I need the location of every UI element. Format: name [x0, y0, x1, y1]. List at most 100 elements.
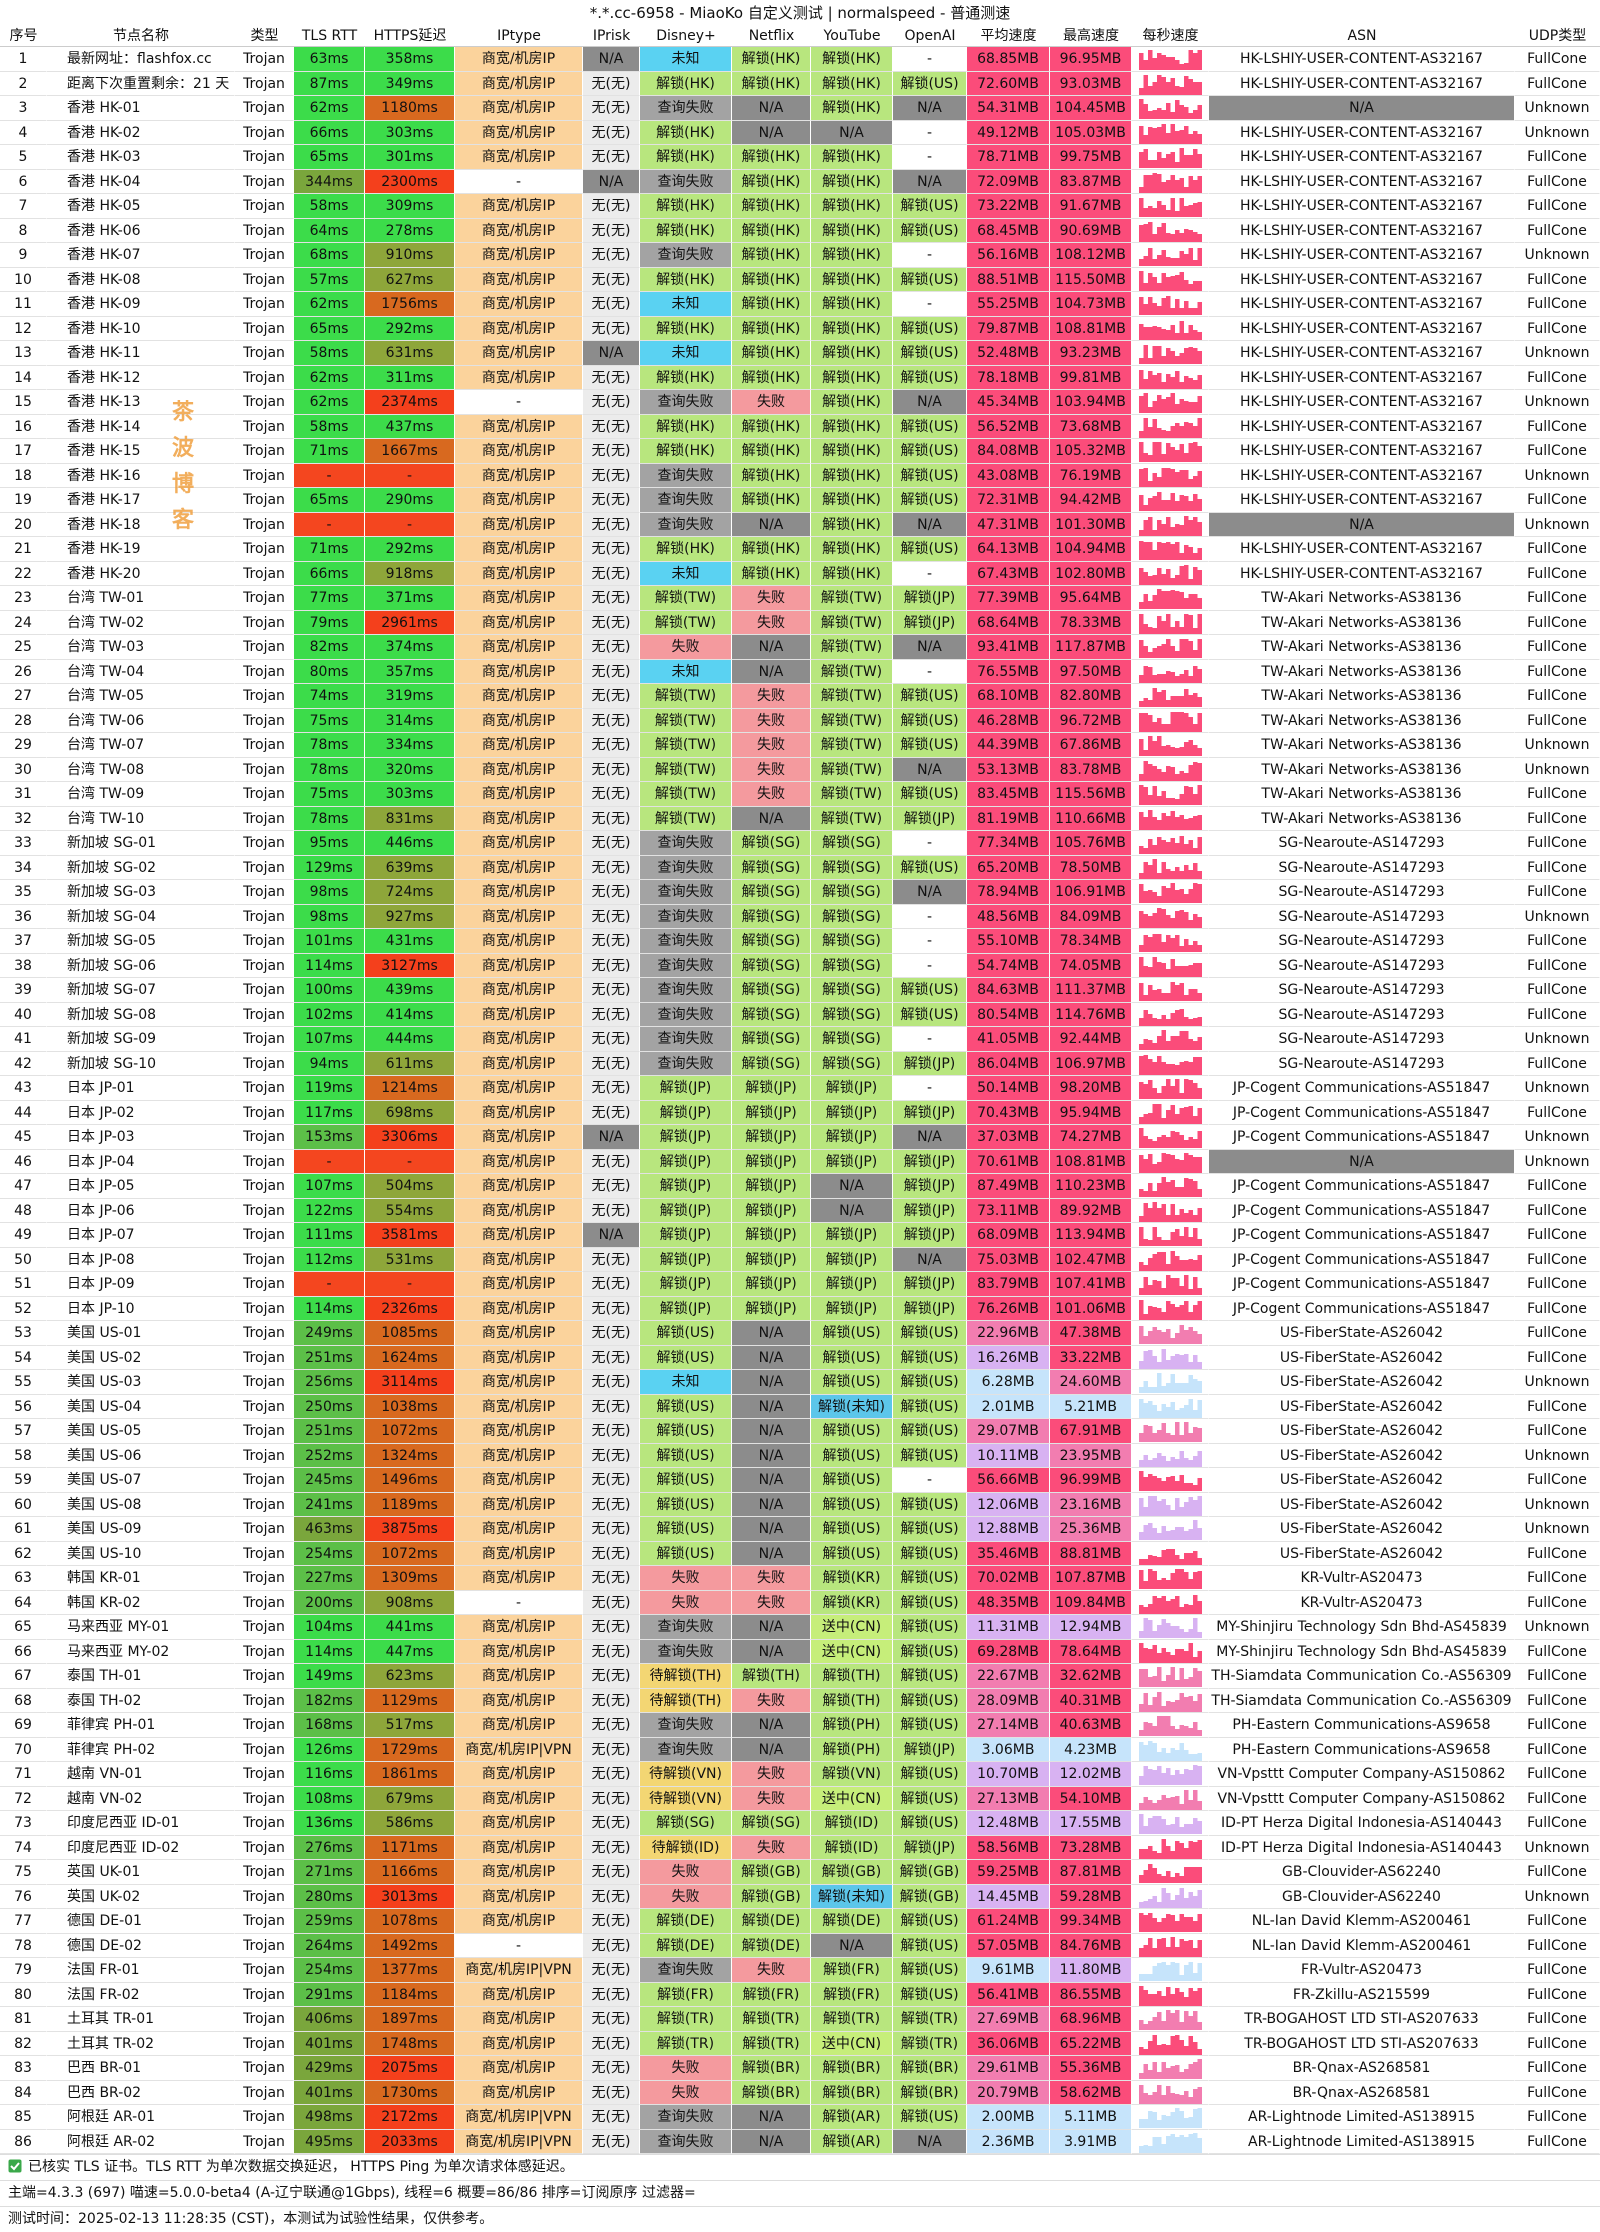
table-cell: N/A [732, 1443, 811, 1468]
table-cell: 114.76MB [1050, 1002, 1132, 1027]
table-cell: N/A [732, 1639, 811, 1664]
sparkline-bar [1161, 812, 1166, 830]
table-cell: 解锁(US) [893, 1517, 967, 1542]
table-cell: 韩国 KR-01 [47, 1566, 235, 1591]
table-cell: 解锁(HK) [811, 71, 893, 96]
table-cell: 无(无) [583, 1517, 640, 1542]
sparkline-bar [1143, 1826, 1148, 1834]
table-cell: 93.23MB [1050, 341, 1132, 366]
sparkline-bar [1152, 2017, 1157, 2030]
sparkline-bar [1170, 123, 1175, 144]
sparkline-bar [1188, 422, 1193, 438]
table-cell: 商宽/机房IP [455, 1027, 583, 1052]
sparkline-bar [1188, 641, 1193, 658]
sparkline-bar [1175, 985, 1180, 1001]
table-cell: 无(无) [583, 1174, 640, 1199]
table-cell: HK-LSHIY-USER-CONTENT-AS32167 [1209, 439, 1515, 464]
table-cell: 87ms [294, 71, 365, 96]
table-cell: 解锁(HK) [811, 561, 893, 586]
table-cell: 37.03MB [967, 1125, 1050, 1150]
table-cell: 57ms [294, 267, 365, 292]
sparkline-bar [1188, 594, 1193, 609]
table-cell: 无(无) [583, 1002, 640, 1027]
table-cell: 320ms [365, 757, 455, 782]
table-cell: 解锁(US) [640, 1541, 732, 1566]
table-cell: TW-Akari Networks-AS38136 [1209, 733, 1515, 758]
table-cell: 76.26MB [967, 1296, 1050, 1321]
table-cell: 解锁(DE) [732, 1909, 811, 1934]
sparkline-bar [1170, 838, 1175, 854]
table-cell: TW-Akari Networks-AS38136 [1209, 708, 1515, 733]
sparkline [1139, 369, 1202, 389]
sparkline-bar [1193, 280, 1198, 291]
sparkline-bar [1139, 1570, 1144, 1589]
table-cell: Unknown [1515, 1884, 1600, 1909]
sparkline-bar [1188, 1917, 1193, 1932]
sparkline-bar [1161, 1332, 1166, 1344]
sparkline-bar [1148, 1207, 1153, 1222]
sparkline-bar [1148, 160, 1153, 168]
table-cell: 无(无) [583, 757, 640, 782]
sparkline-bar [1143, 1647, 1148, 1663]
table-cell: 香港 HK-15 [47, 439, 235, 464]
sparkline-bar [1197, 1254, 1202, 1271]
sparkline-bar [1193, 1765, 1198, 1785]
table-cell: 解锁(TR) [640, 2031, 732, 2056]
speed-sparkline [1132, 610, 1209, 635]
table-cell: 美国 US-09 [47, 1517, 235, 1542]
table-cell: 解锁(SG) [732, 1027, 811, 1052]
sparkline-bar [1184, 1152, 1189, 1173]
sparkline-bar [1148, 1937, 1153, 1957]
table-cell: N/A [732, 120, 811, 145]
table-cell: 台湾 TW-06 [47, 708, 235, 733]
sparkline-bar [1161, 573, 1166, 585]
table-cell: 解锁(US) [893, 1370, 967, 1395]
table-cell: 失败 [732, 1688, 811, 1713]
table-cell: 无(无) [583, 1051, 640, 1076]
table-cell: FullCone [1515, 782, 1600, 807]
sparkline-bar [1175, 1458, 1180, 1467]
table-cell: 解锁(JP) [732, 1125, 811, 1150]
sparkline-bar [1143, 698, 1148, 707]
table-cell: 解锁(SG) [811, 978, 893, 1003]
sparkline-bar [1175, 1132, 1180, 1148]
sparkline-bar [1188, 1327, 1193, 1344]
table-cell: SG-Nearoute-AS147293 [1209, 904, 1515, 929]
sparkline-bar [1188, 919, 1193, 928]
sparkline-bar [1161, 250, 1166, 266]
sparkline-bar [1170, 2112, 1175, 2128]
sparkline-bar [1139, 1288, 1144, 1295]
sparkline-bar [1161, 861, 1166, 879]
table-cell: Trojan [235, 684, 294, 709]
sparkline-bar [1197, 1752, 1202, 1761]
table-cell: HK-LSHIY-USER-CONTENT-AS32167 [1209, 365, 1515, 390]
table-cell: 2075ms [365, 2056, 455, 2081]
table-cell: 失败 [732, 684, 811, 709]
table-cell: 解锁(US) [893, 1639, 967, 1664]
sparkline-bar [1179, 1668, 1184, 1687]
sparkline-bar [1197, 962, 1202, 977]
sparkline-bar [1152, 1770, 1157, 1785]
table-cell: 78 [0, 1933, 47, 1958]
table-cell: 182ms [294, 1688, 365, 1713]
table-cell: 68.45MB [967, 218, 1050, 243]
table-cell: 解锁(HK) [732, 145, 811, 170]
table-cell: 33 [0, 831, 47, 856]
table-cell: 香港 HK-03 [47, 145, 235, 170]
sparkline-bar [1184, 75, 1189, 95]
sparkline-bar [1193, 594, 1198, 609]
table-cell: 商宽/机房IP [455, 1051, 583, 1076]
table-cell: 解锁(US) [893, 365, 967, 390]
sparkline-bar [1197, 1693, 1202, 1712]
table-cell: Trojan [235, 463, 294, 488]
table-cell: Trojan [235, 1027, 294, 1052]
table-cell: 商宽/机房IP [455, 1468, 583, 1493]
table-cell: 解锁(JP) [732, 1247, 811, 1272]
sparkline-bar [1157, 1533, 1162, 1540]
table-cell: N/A [732, 1492, 811, 1517]
table-cell: 7 [0, 194, 47, 219]
table-cell: FullCone [1515, 1198, 1600, 1223]
table-cell: 解锁(US) [893, 1688, 967, 1713]
table-cell: 2.36MB [967, 2129, 1050, 2154]
speed-sparkline [1132, 512, 1209, 537]
